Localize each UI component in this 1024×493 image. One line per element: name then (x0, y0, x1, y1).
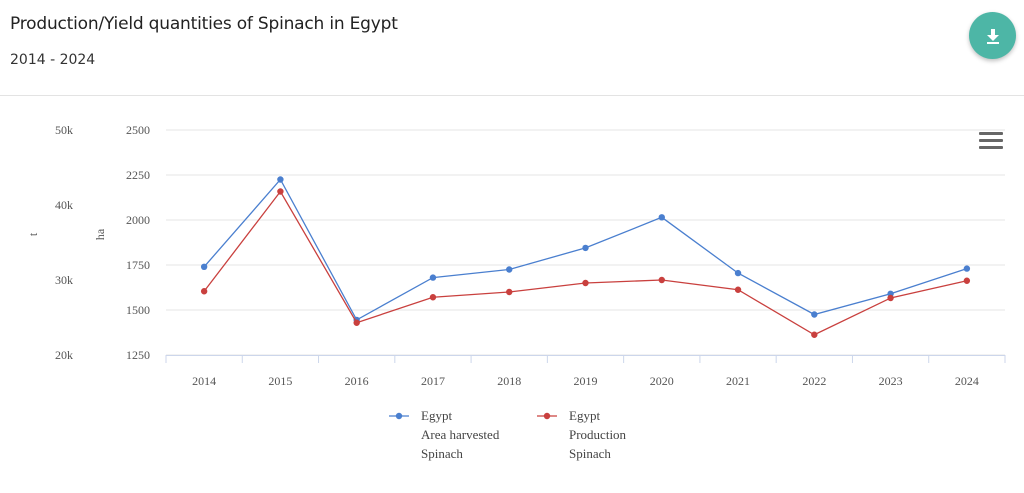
data-point-0 (734, 269, 742, 277)
chart-subtitle: 2014 - 2024 (10, 52, 96, 68)
y-tick-label-t: 20k (55, 348, 73, 362)
data-point-0 (429, 274, 437, 281)
x-tick-label: 2020 (650, 374, 674, 388)
legend-label: Egypt (421, 408, 452, 423)
data-point-1 (887, 294, 894, 302)
data-point-1 (353, 319, 360, 326)
x-tick-label: 2021 (726, 374, 750, 388)
data-point-1 (200, 288, 208, 295)
data-point-0 (811, 311, 818, 318)
legend-label: Production (569, 427, 627, 442)
y-tick-label-ha: 2500 (126, 123, 150, 137)
x-tick-label: 2014 (192, 374, 216, 388)
header-divider (0, 95, 1024, 96)
y-tick-label-ha: 1750 (126, 258, 150, 272)
data-point-1 (277, 188, 284, 195)
chart-header: Production/Yield quantities of Spinach i… (0, 0, 1024, 95)
data-point-0 (277, 176, 284, 183)
x-tick-label: 2015 (268, 374, 292, 388)
data-point-0 (963, 265, 971, 272)
legend-label: Area harvested (421, 427, 500, 442)
y-tick-label-ha: 1500 (126, 303, 150, 317)
x-tick-label: 2024 (955, 374, 979, 388)
legend-label: Egypt (569, 408, 600, 423)
data-point-1 (658, 276, 665, 284)
hamburger-menu-icon (979, 132, 1003, 135)
series-line-1 (203, 190, 968, 336)
download-icon (986, 28, 999, 44)
x-tick-label: 2018 (497, 374, 521, 388)
y-axis-title-ha: ha (93, 228, 107, 240)
y-tick-label-ha: 2000 (126, 213, 150, 227)
legend-label: Spinach (569, 446, 611, 461)
legend-marker (543, 412, 551, 420)
data-point-0 (658, 214, 665, 221)
data-point-1 (429, 294, 437, 301)
chart-title: Production/Yield quantities of Spinach i… (10, 14, 398, 34)
legend-marker (395, 412, 403, 420)
y-tick-label-t: 40k (55, 198, 73, 212)
data-point-0 (200, 263, 208, 270)
data-point-1 (582, 279, 589, 287)
chart-menu-button[interactable] (979, 132, 1003, 152)
x-tick-label: 2023 (879, 374, 903, 388)
x-tick-label: 2017 (421, 374, 445, 388)
data-point-1 (734, 286, 742, 293)
y-axis-title-t: t (26, 232, 40, 236)
data-point-0 (582, 244, 589, 252)
y-tick-label-ha: 2250 (126, 168, 150, 182)
data-point-1 (811, 331, 818, 338)
y-tick-label-ha: 1250 (126, 348, 150, 362)
x-tick-label: 2019 (574, 374, 598, 388)
y-tick-label-t: 30k (55, 273, 73, 287)
y-tick-label-t: 50k (55, 123, 73, 137)
x-tick-label: 2022 (802, 374, 826, 388)
download-button[interactable] (969, 12, 1016, 59)
data-point-1 (506, 288, 513, 296)
data-point-1 (963, 277, 971, 284)
data-point-0 (506, 266, 513, 273)
legend-label: Spinach (421, 446, 463, 461)
x-tick-label: 2016 (345, 374, 369, 388)
